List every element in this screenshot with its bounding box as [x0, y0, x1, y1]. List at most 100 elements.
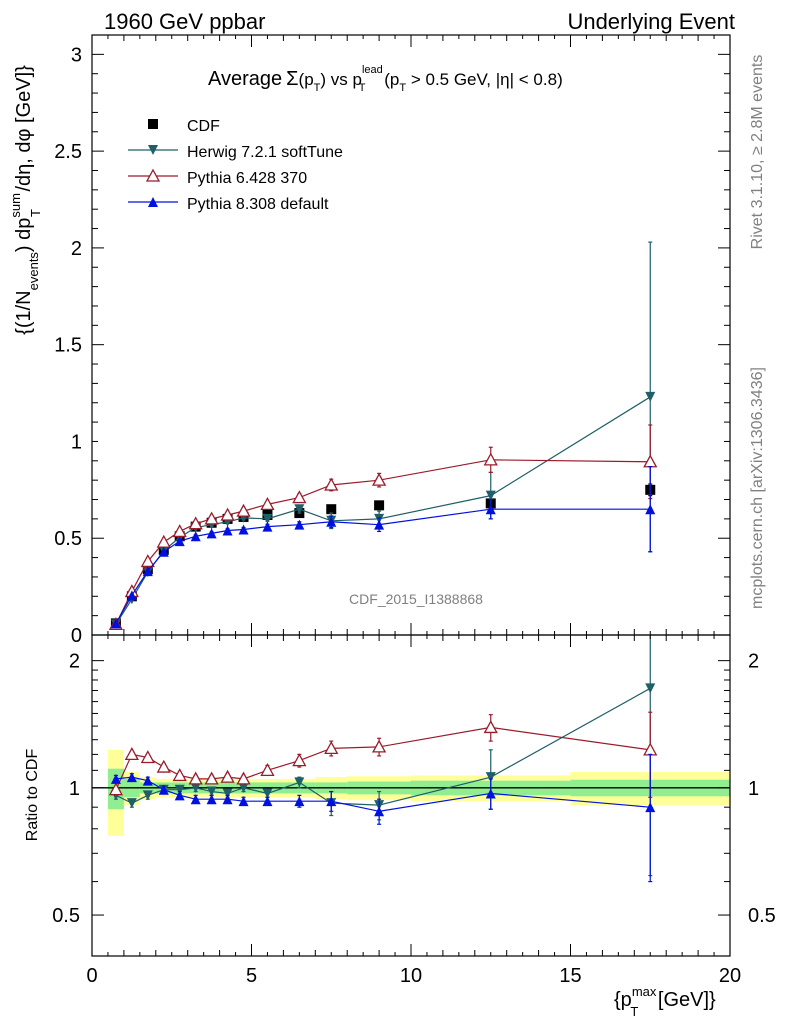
main-point-pythia8	[294, 519, 305, 530]
ratio-point-pythia8	[374, 806, 385, 817]
ratio-point-pythia6	[108, 782, 124, 796]
legend-marker-herwig	[128, 145, 178, 155]
ratio-point-pythia6	[324, 741, 339, 755]
ratio-point-pythia8	[126, 772, 137, 783]
ratio-point-herwig	[645, 683, 656, 694]
ratio-axis-ticks: 0 5 10 15 20 0.5 0.5 1 1 2 2	[52, 635, 776, 987]
main-y-tick-label: 0.5	[54, 528, 82, 550]
x-tick-label: 10	[400, 965, 422, 987]
legend-symbol-pythia6	[145, 168, 161, 182]
x-axis-label: {pmax T [GeV]}	[614, 984, 716, 1019]
main-point-pythia8	[222, 525, 233, 536]
ratio-point-herwig	[294, 777, 305, 788]
legend-symbol-pythia8	[148, 197, 158, 207]
legend-label-cdf: CDF	[187, 118, 220, 135]
main-point-pythia8	[262, 521, 273, 532]
ratio-y-tick-label-right: 1	[748, 778, 759, 800]
main-point-pythia6	[324, 477, 339, 491]
legend-label-pythia8: Pythia 8.308 default	[187, 196, 329, 213]
legend-marker-pythia8	[128, 197, 178, 207]
ratio-point-pythia8	[174, 790, 185, 801]
main-panel: 0 0.5 1 1.5 2 2.5 3 Average Σ(pT) vs plead T (pT…	[8, 34, 731, 647]
ratio-data-layer	[92, 635, 730, 883]
main-axis-ticks: 0 0.5 1 1.5 2 2.5 3	[54, 35, 731, 647]
header-right: Underlying Event	[567, 9, 735, 34]
main-point-pythia6	[260, 496, 275, 511]
legend-symbol-cdf	[148, 119, 158, 129]
main-y-tick-label: 1.5	[54, 335, 82, 357]
header-left: 1960 GeV ppbar	[104, 9, 265, 34]
ratio-point-pythia8	[158, 784, 169, 795]
legend-label-pythia6: Pythia 6.428 370	[187, 170, 307, 187]
ratio-point-pythia6	[260, 763, 275, 777]
main-point-pythia8	[485, 504, 496, 515]
ratio-series-herwig	[110, 635, 656, 877]
ratio-point-herwig	[238, 782, 249, 793]
legend: CDF Herwig 7.2.1 softTune Pythia 6.428 3…	[128, 118, 343, 213]
ratio-y-tick-label-left: 0.5	[52, 905, 80, 927]
main-y-axis-label: {(1/Nevents) dpsum T /dη, dφ [GeV]}	[8, 65, 43, 335]
main-series-pythia8	[110, 466, 656, 629]
main-point-pythia6	[220, 507, 235, 521]
main-point-cdf	[326, 504, 337, 515]
ratio-point-pythia8	[222, 794, 233, 805]
ratio-point-pythia8	[190, 794, 201, 805]
legend-entry-pythia8: Pythia 8.308 default	[128, 196, 329, 213]
ratio-point-pythia8	[326, 796, 337, 807]
ratio-point-pythia6	[124, 747, 139, 761]
ratio-point-pythia6	[188, 771, 203, 785]
main-point-pythia6	[483, 452, 498, 466]
ratio-y-axis-label: Ratio to CDF	[24, 749, 41, 842]
ratio-point-pythia6	[172, 768, 187, 782]
ratio-point-pythia8	[485, 788, 496, 799]
rivet-version-text: Rivet 3.1.10, ≥ 2.8M events	[749, 55, 766, 250]
ratio-point-pythia8	[110, 773, 121, 784]
ratio-point-pythia6	[140, 750, 155, 764]
ratio-point-herwig	[190, 782, 201, 793]
main-y-tick-label: 1	[71, 431, 82, 453]
ratio-point-pythia8	[238, 796, 249, 807]
main-point-herwig	[262, 513, 273, 524]
main-point-pythia8	[142, 566, 153, 577]
ratio-y-tick-label-right: 2	[748, 651, 759, 673]
legend-entry-herwig: Herwig 7.2.1 softTune	[128, 144, 343, 161]
legend-marker-cdf	[148, 119, 158, 129]
ratio-point-pythia6	[292, 753, 307, 767]
ratio-point-herwig	[485, 772, 496, 783]
ratio-y-tick-label-left: 1	[69, 778, 80, 800]
ratio-point-pythia8	[142, 775, 153, 786]
x-tick-label: 5	[246, 965, 257, 987]
main-y-tick-label: 3	[71, 44, 82, 66]
main-y-tick-label: 0	[71, 625, 82, 647]
ratio-point-herwig	[142, 790, 153, 801]
ratio-series-pythia8	[110, 753, 656, 883]
ratio-point-herwig	[174, 784, 185, 795]
legend-entry-cdf: CDF	[148, 118, 220, 135]
ratio-point-pythia8	[645, 802, 656, 813]
x-tick-label: 15	[559, 965, 581, 987]
main-point-pythia8	[158, 546, 169, 557]
main-point-herwig	[294, 504, 305, 515]
legend-label-herwig: Herwig 7.2.1 softTune	[187, 144, 343, 161]
ratio-panel: 0 5 10 15 20 0.5 0.5 1 1 2 2 Ratio to CDF {pmax T […	[24, 634, 776, 1019]
main-point-pythia6	[372, 472, 387, 486]
x-tick-label: 20	[719, 965, 741, 987]
ratio-point-herwig	[262, 788, 273, 799]
ratio-point-pythia6	[156, 759, 171, 773]
main-point-pythia8	[110, 618, 121, 629]
ratio-point-pythia6	[236, 771, 251, 785]
ratio-point-pythia6	[372, 739, 387, 753]
x-tick-label: 0	[86, 965, 97, 987]
main-point-pythia8	[238, 524, 249, 535]
main-point-pythia6	[204, 511, 219, 525]
main-point-pythia8	[190, 531, 201, 542]
main-point-pythia6	[172, 524, 187, 538]
main-point-pythia6	[156, 534, 171, 548]
main-title: Average Σ(pT) vs plead T (pT > 0.5 GeV, |η…	[208, 64, 563, 94]
main-data-layer	[108, 241, 658, 631]
main-point-pythia6	[236, 503, 251, 517]
ratio-point-pythia8	[294, 796, 305, 807]
ratio-point-pythia6	[220, 769, 235, 783]
ratio-point-herwig	[222, 788, 233, 799]
